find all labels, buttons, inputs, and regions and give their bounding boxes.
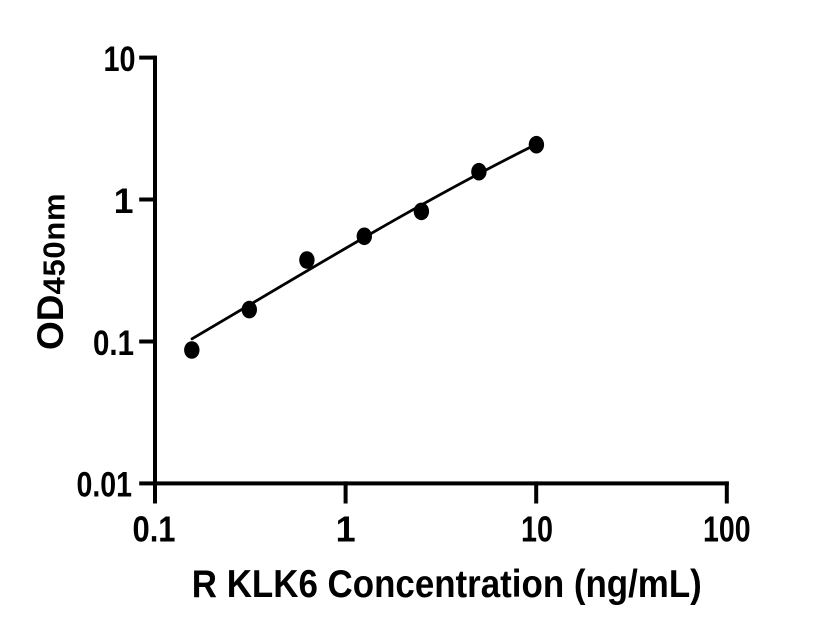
svg-text:10: 10 [104,39,136,79]
svg-text:0.1: 0.1 [133,509,176,550]
svg-text:1: 1 [336,509,356,550]
svg-text:0.01: 0.01 [77,465,133,505]
svg-text:1: 1 [114,181,134,221]
svg-text:0.1: 0.1 [93,323,134,363]
svg-text:R KLK6 Concentration (ng/mL): R KLK6 Concentration (ng/mL) [192,563,702,606]
svg-text:100: 100 [703,509,751,550]
svg-text:OD450nm: OD450nm [30,193,71,350]
svg-text:10: 10 [521,509,553,550]
